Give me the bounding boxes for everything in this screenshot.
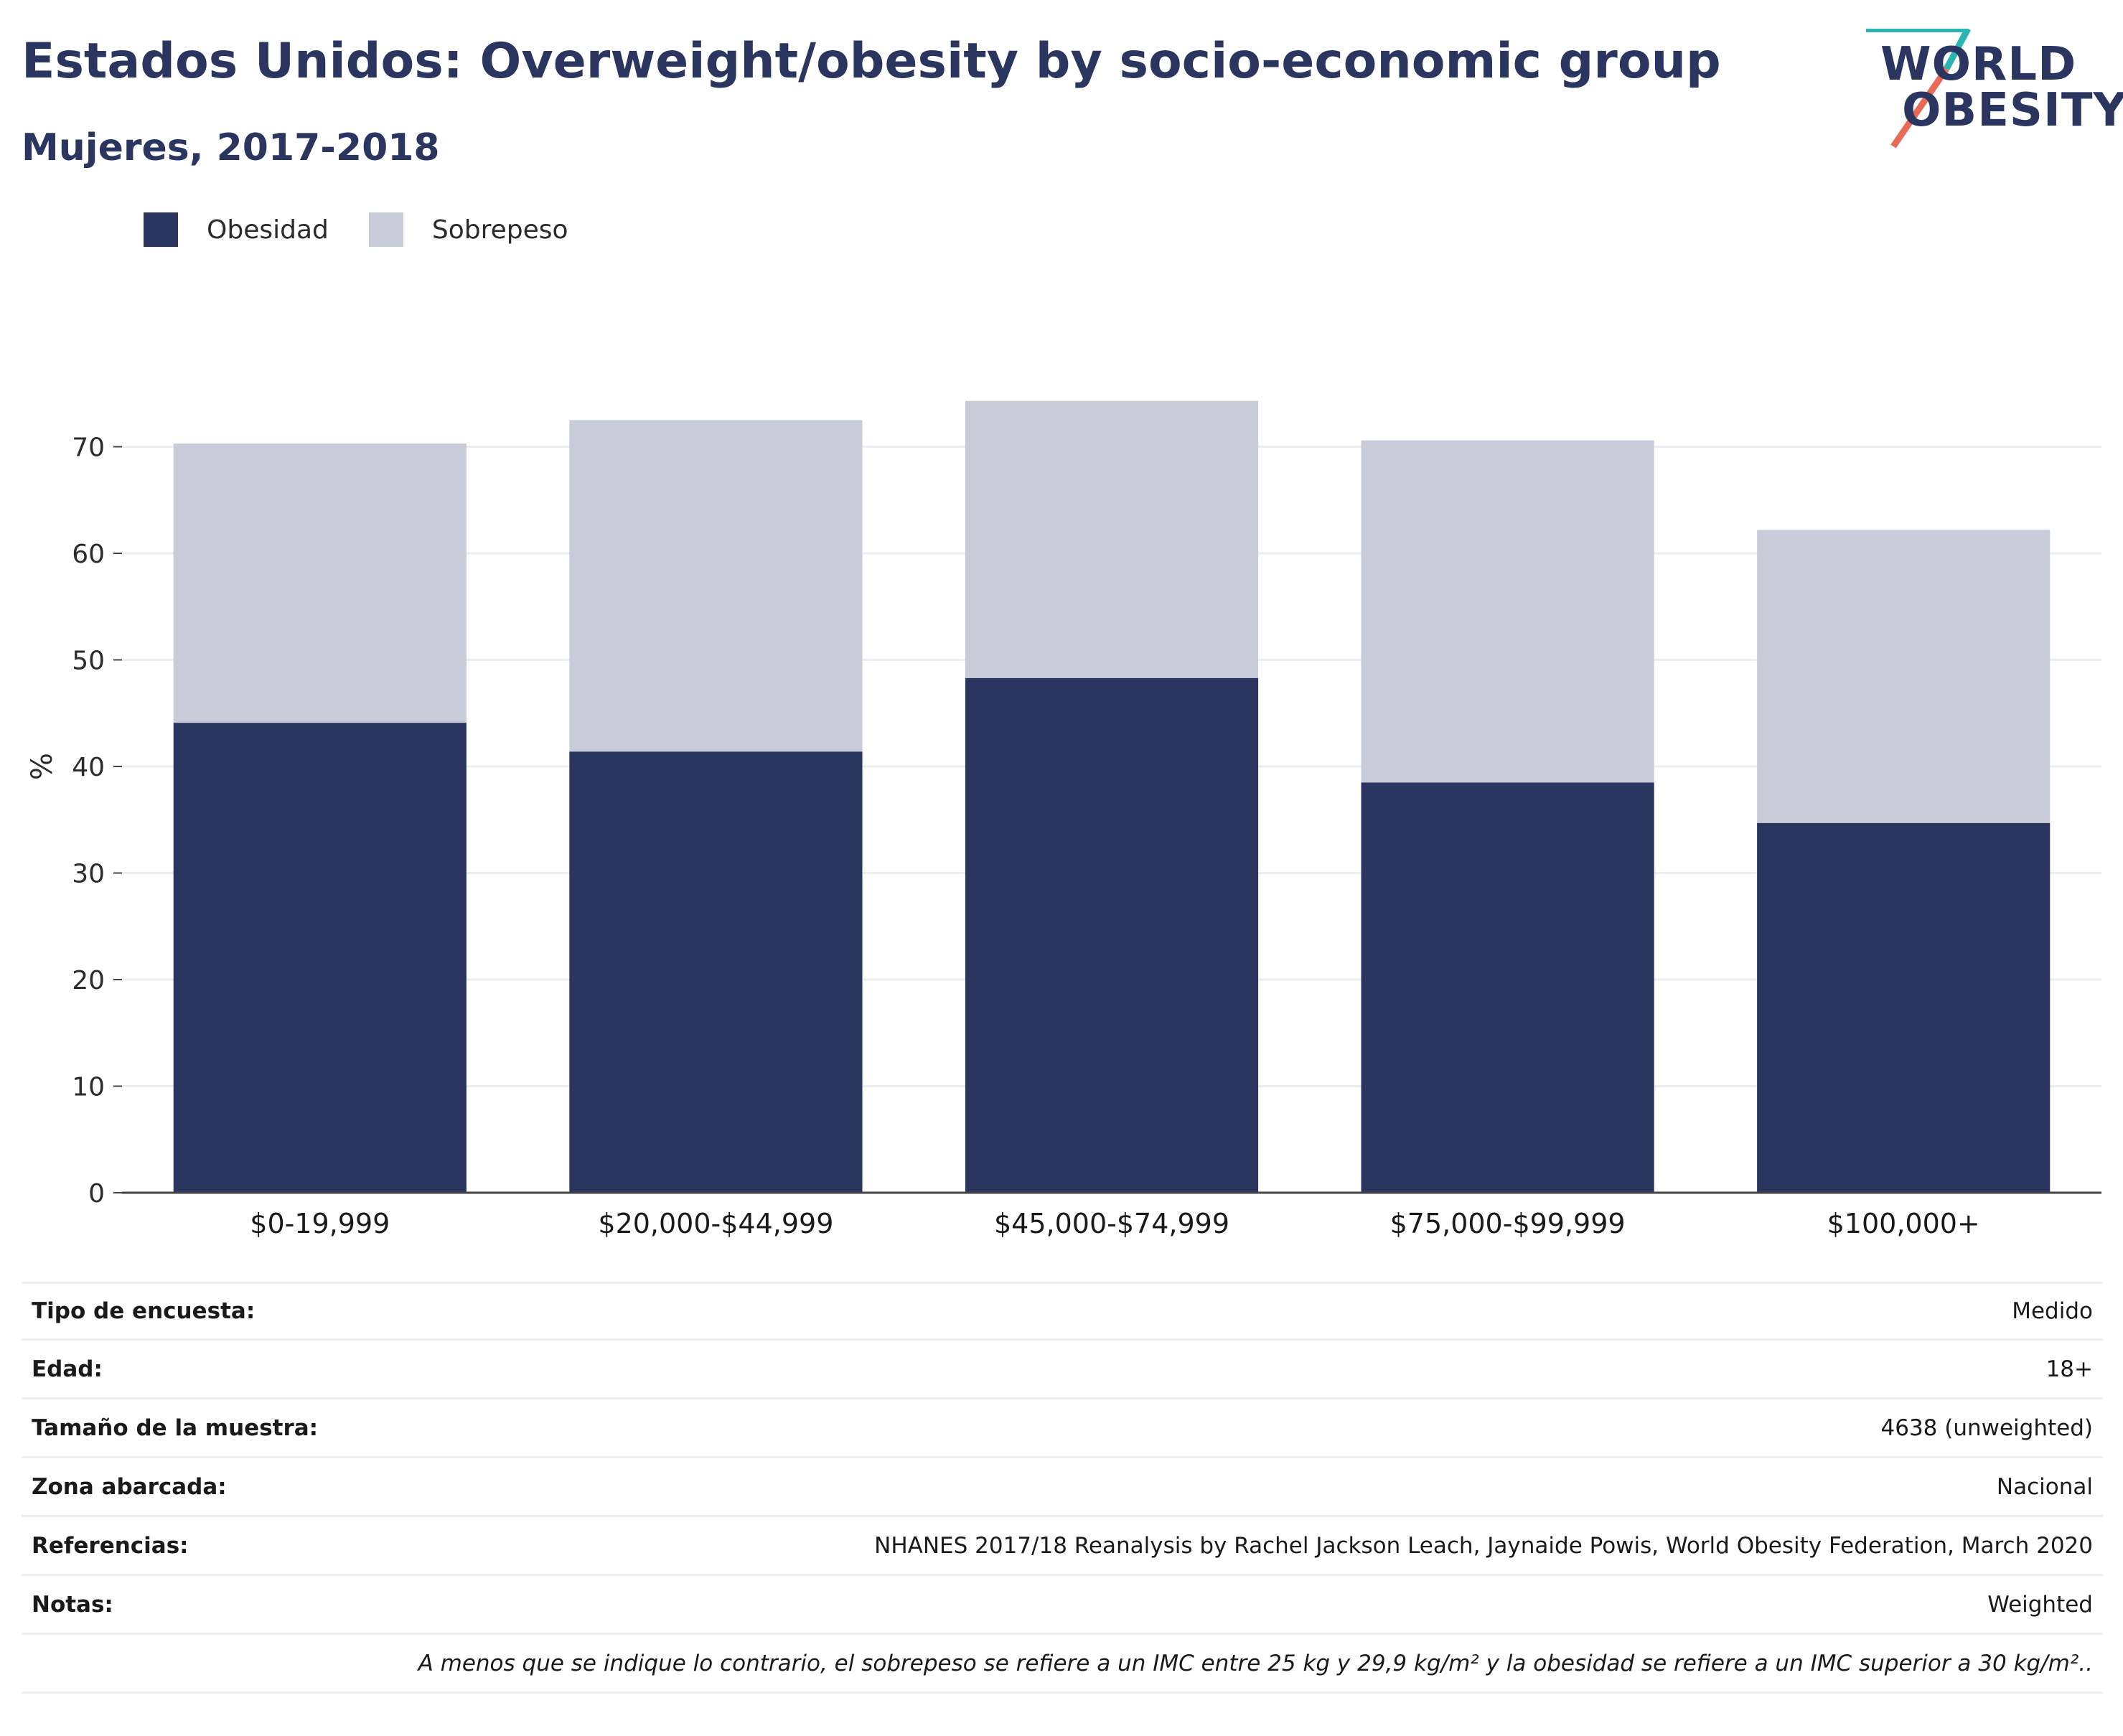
meta-value: 18+ [2045,1356,2093,1382]
bar-obesidad-2 [965,677,1259,1193]
legend-label-sobrepeso: Sobrepeso [431,215,568,245]
logo-word-world: WORLD [1880,38,2077,91]
y-tick-label: 50 [72,647,105,676]
y-tick-label: 40 [72,753,105,782]
bar-sobrepeso-0 [173,444,467,723]
y-tick-label: 70 [72,433,105,463]
meta-value: Weighted [1987,1591,2093,1618]
meta-label: Referencias: [32,1532,189,1559]
meta-row-references: Referencias: NHANES 2017/18 Reanalysis b… [22,1517,2103,1576]
meta-row-notes: Notas: Weighted [22,1576,2103,1635]
y-tick-label: 20 [72,966,105,995]
meta-value: NHANES 2017/18 Reanalysis by Rachel Jack… [874,1532,2093,1559]
legend-item-sobrepeso[interactable]: Sobrepeso [368,212,568,247]
bar-obesidad-3 [1361,782,1654,1193]
meta-label: Zona abarcada: [32,1473,227,1500]
bar-obesidad-4 [1757,822,2051,1193]
x-tick-label: $0-19,999 [250,1208,390,1239]
stacked-bar-chart: 0 10 20 30 40 50 60 70% $0-19,999 $20,000-$44,999… [26,400,2101,1239]
chart-legend: Obesidad Sobrepeso [144,212,609,247]
logo-word-obesity: OBESITY [1902,84,2123,137]
bar-sobrepeso-3 [1361,440,1654,783]
y-tick-label: 60 [72,540,105,569]
bar-sobrepeso-1 [569,420,863,752]
y-tick-label: 10 [72,1073,105,1102]
y-axis-label: % [26,753,59,780]
meta-label: Edad: [32,1356,103,1382]
meta-row-area: Zona abarcada: Nacional [22,1458,2103,1517]
bar-sobrepeso-2 [965,400,1259,678]
meta-row-age: Edad: 18+ [22,1341,2103,1399]
meta-value: Nacional [1996,1473,2093,1500]
bar-obesidad-0 [173,723,467,1193]
logo-slash-icon [1866,29,1971,149]
x-tick-label: $45,000-$74,999 [994,1208,1229,1239]
meta-label: Notas: [32,1591,113,1618]
meta-row-survey-type: Tipo de encuesta: Medido [22,1282,2103,1341]
legend-item-obesidad[interactable]: Obesidad [144,212,329,247]
legend-label-obesidad: Obesidad [207,215,329,245]
x-tick-label: $20,000-$44,999 [598,1208,833,1239]
meta-label: Tamaño de la muestra: [32,1414,319,1441]
chart-title: Estados Unidos: Overweight/obesity by so… [22,33,1721,90]
meta-label: Tipo de encuesta: [32,1298,256,1324]
meta-row-sample-size: Tamaño de la muestra: 4638 (unweighted) [22,1399,2103,1458]
x-tick-label: $100,000+ [1827,1208,1980,1239]
meta-value: Medido [2012,1298,2093,1324]
legend-swatch-obesidad [144,212,178,247]
bar-obesidad-1 [569,751,863,1193]
y-tick-label: 0 [88,1179,105,1209]
world-obesity-logo: WORLD OBESITY [1866,29,2123,158]
x-tick-label: $75,000-$99,999 [1390,1208,1626,1239]
bmi-definition-footnote: A menos que se indique lo contrario, el … [22,1635,2103,1694]
survey-metadata-table: Tipo de encuesta: Medido Edad: 18+ Tamañ… [22,1282,2103,1694]
y-tick-label: 30 [72,860,105,889]
legend-swatch-sobrepeso [368,212,403,247]
meta-value: 4638 (unweighted) [1880,1414,2094,1441]
bar-sobrepeso-4 [1757,530,2051,823]
chart-subtitle: Mujeres, 2017-2018 [22,126,440,169]
